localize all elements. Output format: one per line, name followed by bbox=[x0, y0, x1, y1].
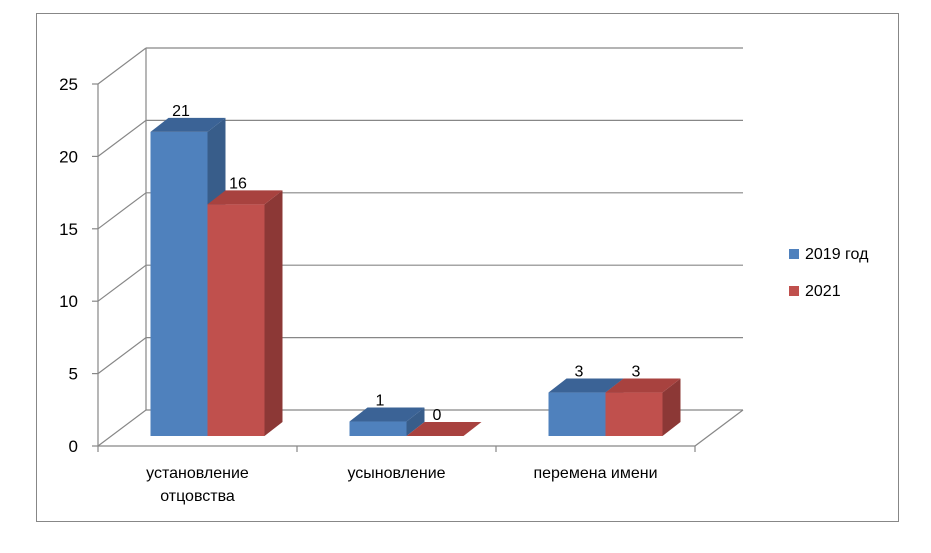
data-labels: 21 16 1 0 3 3 bbox=[172, 103, 640, 424]
legend-swatch bbox=[789, 249, 799, 259]
data-label: 3 bbox=[575, 364, 584, 381]
bars bbox=[150, 117, 681, 437]
bar-top bbox=[605, 378, 681, 393]
y-tick-label: 10 bbox=[59, 292, 78, 311]
bar-top bbox=[349, 407, 425, 422]
data-label: 1 bbox=[376, 393, 385, 410]
bar-top bbox=[548, 378, 624, 393]
bar bbox=[605, 378, 681, 436]
gridline-depth bbox=[97, 47, 147, 85]
bar bbox=[207, 190, 283, 436]
data-label: 21 bbox=[172, 103, 190, 120]
bar-top bbox=[150, 117, 226, 132]
bar-front bbox=[605, 392, 663, 436]
y-tick-label: 25 bbox=[59, 75, 78, 94]
legend-label: 2019 год bbox=[805, 246, 869, 263]
chart-frame bbox=[36, 13, 899, 522]
legend: 2019 год 2021 bbox=[789, 246, 869, 300]
category-label: усыновление bbox=[347, 465, 445, 482]
bar bbox=[548, 378, 624, 436]
data-label: 0 bbox=[433, 407, 442, 424]
legend-label: 2021 bbox=[805, 283, 841, 300]
y-tick-label: 20 bbox=[59, 147, 78, 166]
gridline-depth bbox=[97, 409, 147, 447]
legend-item: 2019 год bbox=[789, 246, 869, 263]
category-label: перемена имени bbox=[533, 465, 657, 482]
gridline-depth bbox=[97, 192, 147, 230]
gridline-depth bbox=[97, 119, 147, 157]
bar-top bbox=[207, 190, 283, 205]
gridline-depth bbox=[97, 264, 147, 302]
bar-front bbox=[207, 204, 265, 436]
gridline-depth bbox=[97, 337, 147, 375]
bar bbox=[349, 407, 425, 436]
bar-side bbox=[264, 190, 283, 436]
bar-side bbox=[662, 378, 681, 436]
bar-top bbox=[406, 422, 482, 436]
y-tick-label: 5 bbox=[69, 365, 78, 384]
y-tick-label: 15 bbox=[59, 220, 78, 239]
legend-item: 2021 bbox=[789, 283, 841, 300]
y-tick-label: 0 bbox=[69, 437, 78, 456]
legend-swatch bbox=[789, 286, 799, 296]
bar-front bbox=[349, 421, 407, 436]
bar-side bbox=[406, 407, 425, 436]
x-axis-categories: установление отцовства усыновление перемена… bbox=[146, 465, 657, 505]
floor-edge bbox=[694, 409, 744, 447]
bar-front bbox=[548, 392, 606, 436]
category-label: установление отцовства bbox=[146, 465, 249, 505]
bar-front bbox=[150, 131, 208, 437]
data-label: 16 bbox=[229, 175, 247, 192]
bar bbox=[406, 422, 482, 436]
y-axis-ticks: 0 5 10 15 20 25 bbox=[59, 75, 78, 456]
data-label: 3 bbox=[632, 364, 641, 381]
